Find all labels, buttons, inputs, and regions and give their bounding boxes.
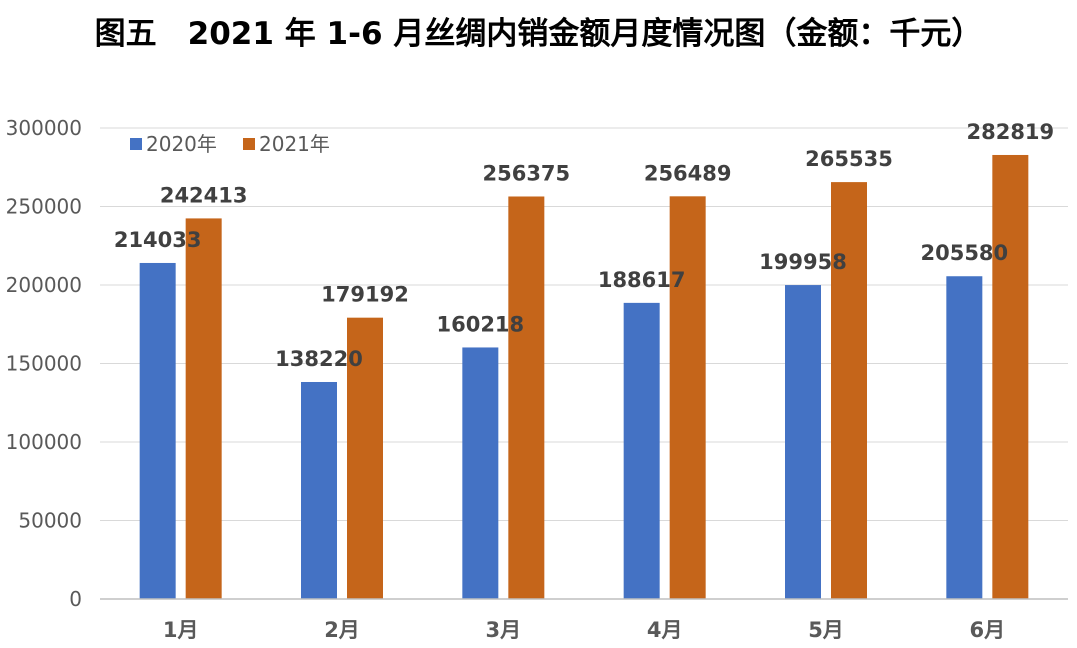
x-category-label: 5月 xyxy=(808,618,844,642)
bar-series1 xyxy=(462,347,499,599)
bar-series2 xyxy=(508,196,545,599)
chart-title: 图五 2021 年 1-6 月丝绸内销金额月度情况图（金额：千元） xyxy=(94,16,983,52)
bar-series2 xyxy=(831,182,867,599)
data-label: 205580 xyxy=(920,241,1008,265)
y-axis-ticks: 0 50000 100000 150000 200000 250000 300000 xyxy=(6,116,82,611)
legend-label: 2021年 xyxy=(259,132,330,156)
y-tick-label: 300000 xyxy=(6,116,82,140)
legend-swatch xyxy=(130,138,142,150)
legend-label: 2020年 xyxy=(146,132,217,156)
bar-series1 xyxy=(785,285,821,599)
y-tick-label: 0 xyxy=(69,587,82,611)
bars xyxy=(139,154,1029,600)
y-tick-label: 50000 xyxy=(18,509,82,533)
data-label: 188617 xyxy=(598,268,686,292)
bar-series1 xyxy=(301,381,337,599)
legend-swatch xyxy=(243,138,255,150)
bar-series1 xyxy=(139,262,176,599)
x-axis-categories: 1月 2月 3月 4月 5月 6月 xyxy=(163,618,1005,642)
data-label: 214033 xyxy=(114,228,202,252)
data-label: 179192 xyxy=(321,283,409,307)
data-label: 282819 xyxy=(966,120,1054,144)
y-tick-label: 200000 xyxy=(6,273,82,297)
data-labels: 214033 242413 138220 179192 160218 256375 1886… xyxy=(114,120,1054,371)
bar-series2 xyxy=(992,154,1029,599)
gridlines xyxy=(100,127,1068,521)
bar-series2 xyxy=(185,218,222,599)
x-category-label: 1月 xyxy=(163,618,199,642)
data-label: 256489 xyxy=(644,161,732,185)
data-label: 265535 xyxy=(805,147,893,171)
data-label: 138220 xyxy=(275,347,363,371)
bar-series2 xyxy=(347,317,383,599)
x-category-label: 4月 xyxy=(647,618,683,642)
bar-series1 xyxy=(623,302,660,599)
data-label: 199958 xyxy=(759,250,847,274)
legend: 2020年 2021年 xyxy=(130,132,330,156)
x-category-label: 3月 xyxy=(486,618,522,642)
data-label: 160218 xyxy=(436,312,524,336)
data-label: 242413 xyxy=(160,183,248,207)
x-category-label: 6月 xyxy=(970,618,1006,642)
bar-series2 xyxy=(669,196,706,600)
x-category-label: 2月 xyxy=(324,618,360,642)
data-label: 256375 xyxy=(482,161,570,185)
y-tick-label: 150000 xyxy=(6,352,82,376)
y-tick-label: 250000 xyxy=(6,195,82,219)
y-tick-label: 100000 xyxy=(6,430,82,454)
bar-series1 xyxy=(946,276,983,599)
